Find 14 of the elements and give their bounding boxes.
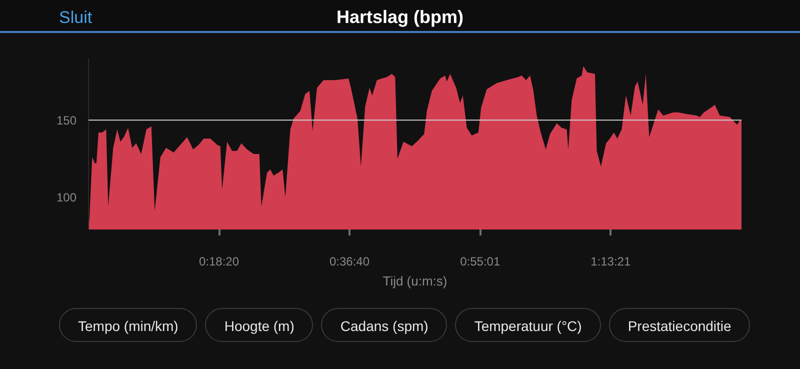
x-axis-title: Tijd (u:m:s) — [382, 274, 448, 288]
text: Cadans (spm) — [321, 308, 448, 342]
x-tick-label: 0:18:20 — [198, 254, 240, 268]
text: Prestatieconditie — [608, 308, 750, 342]
x-tick-label: 0:36:40 — [329, 254, 370, 268]
text: Tempo (min/km) — [59, 308, 198, 342]
y-tick-label: 150 — [56, 114, 77, 128]
text: Sluit — [59, 7, 92, 29]
text: Hoogte (m) — [205, 308, 314, 342]
chart-title: Hartslag (bpm) — [336, 7, 464, 27]
text: Temperatuur (°C) — [455, 308, 601, 342]
x-tick-label: 1:13:21 — [590, 254, 631, 268]
x-tick-label: 0:55:01 — [460, 254, 500, 268]
y-tick-label: 100 — [56, 190, 77, 205]
